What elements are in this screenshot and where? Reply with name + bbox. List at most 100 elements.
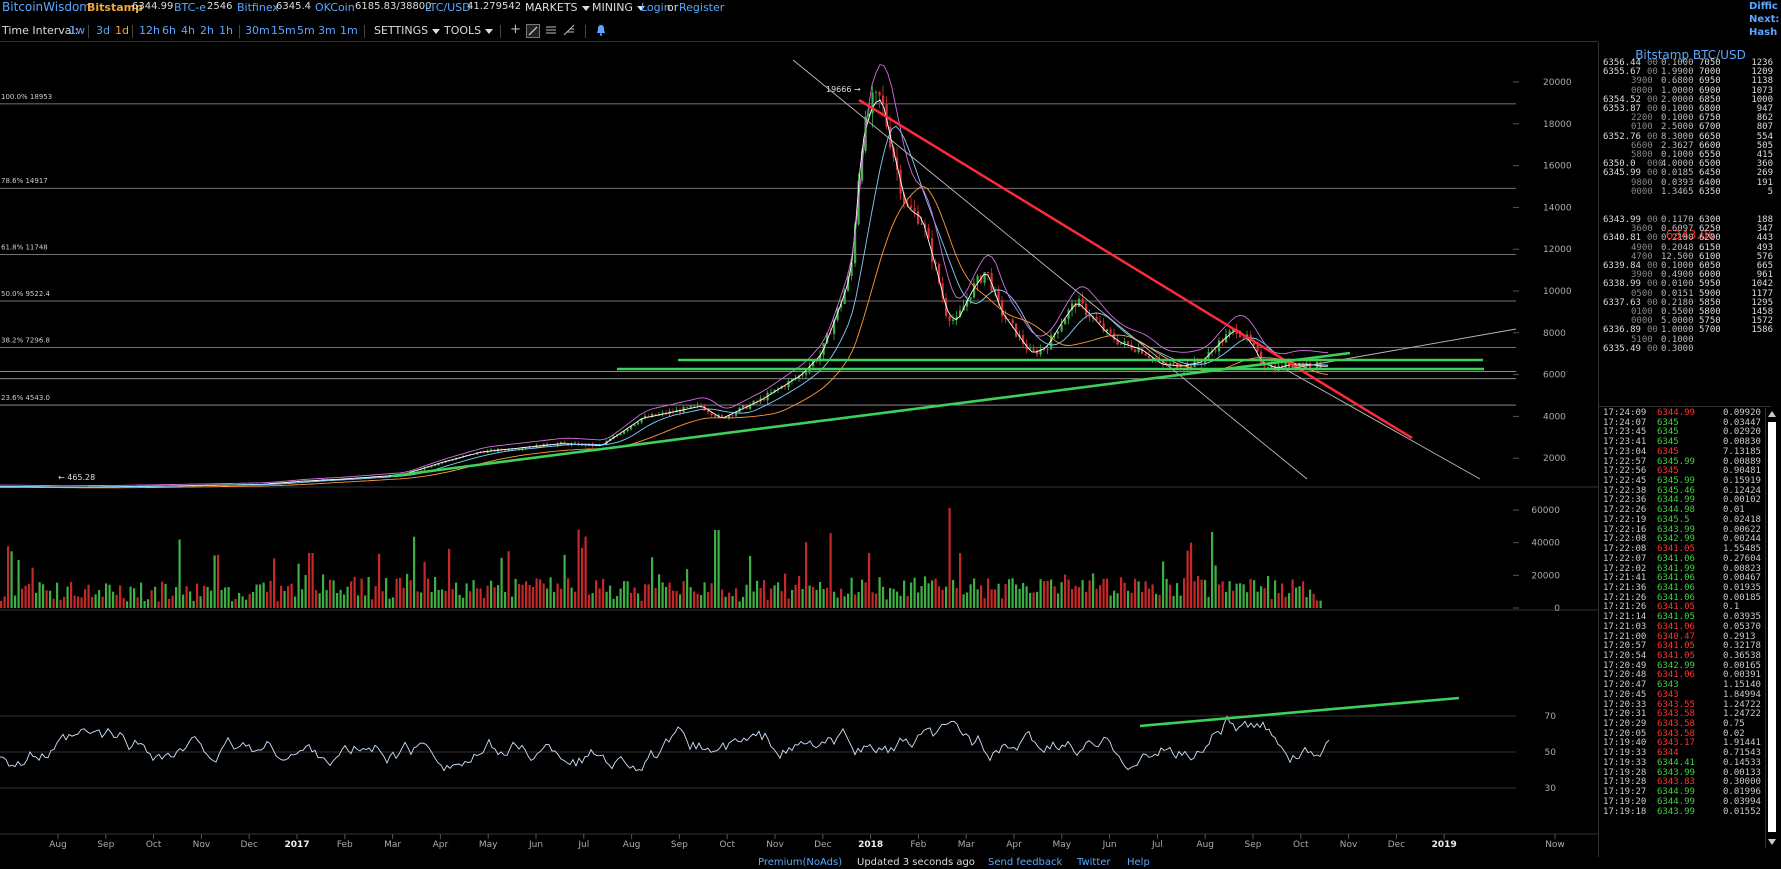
trade-row[interactable]: 17:23:04 6345 7.13185 bbox=[1603, 447, 1771, 457]
bid-row[interactable]: 3900 0.4900 6000 961 bbox=[1603, 270, 1773, 280]
trade-row[interactable]: 17:21:26 6341.06 0.00185 bbox=[1603, 593, 1771, 603]
bid-row[interactable]: 6339.84 00 0.1000 6050 665 bbox=[1603, 261, 1773, 271]
scroll-up-icon[interactable] bbox=[1768, 411, 1776, 417]
bid-row[interactable]: 6340.81 00 0.2180 6200 443 bbox=[1603, 233, 1773, 243]
difficulty-label[interactable]: Diffic bbox=[1749, 1, 1778, 12]
interval-3d[interactable]: 3d bbox=[96, 24, 110, 37]
trade-row[interactable]: 17:22:08 6342.99 0.00244 bbox=[1603, 534, 1771, 544]
ask-row[interactable]: 6356.44 00 0.1000 7050 1236 bbox=[1603, 58, 1773, 68]
next-label[interactable]: Next: bbox=[1749, 14, 1780, 25]
crosshair-icon[interactable]: + bbox=[510, 22, 521, 37]
horizontal-lines-icon[interactable] bbox=[545, 24, 557, 39]
bid-row[interactable]: 5100 0.1000 bbox=[1603, 335, 1773, 345]
trade-row[interactable]: 17:23:45 6345 0.02920 bbox=[1603, 427, 1771, 437]
trade-row[interactable]: 17:20:05 6343.58 0.02 bbox=[1603, 729, 1771, 739]
mining-menu[interactable]: MINING bbox=[592, 1, 645, 14]
trade-row[interactable]: 17:19:28 6343.99 0.00133 bbox=[1603, 768, 1771, 778]
trade-row[interactable]: 17:22:19 6345.5 0.02418 bbox=[1603, 515, 1771, 525]
trade-row[interactable]: 17:20:31 6343.58 1.24722 bbox=[1603, 709, 1771, 719]
trade-row[interactable]: 17:22:38 6345.46 0.12424 bbox=[1603, 486, 1771, 496]
ask-row[interactable]: 6355.67 00 1.9900 7000 1209 bbox=[1603, 67, 1773, 77]
bid-row[interactable]: 3600 0.6097 6250 347 bbox=[1603, 224, 1773, 234]
fib-tool-icon[interactable] bbox=[563, 24, 575, 39]
interval-5m[interactable]: 5m bbox=[297, 24, 315, 37]
trade-row[interactable]: 17:20:33 6343.55 1.24722 bbox=[1603, 700, 1771, 710]
tools-menu[interactable]: TOOLS bbox=[444, 24, 493, 37]
help-link[interactable]: Help bbox=[1127, 857, 1150, 868]
interval-3m[interactable]: 3m bbox=[318, 24, 336, 37]
trade-row[interactable]: 17:22:56 6345 0.90481 bbox=[1603, 466, 1771, 476]
interval-1h[interactable]: 1h bbox=[219, 24, 233, 37]
ask-row[interactable]: 6354.52 00 2.0000 6850 1000 bbox=[1603, 95, 1773, 105]
trade-row[interactable]: 17:19:27 6344.99 0.01996 bbox=[1603, 787, 1771, 797]
trade-row[interactable]: 17:22:57 6345.99 0.00889 bbox=[1603, 457, 1771, 467]
trade-row[interactable]: 17:22:08 6341.05 1.55485 bbox=[1603, 544, 1771, 554]
trade-row[interactable]: 17:22:36 6344.99 0.00102 bbox=[1603, 495, 1771, 505]
trade-row[interactable]: 17:20:47 6343 1.15140 bbox=[1603, 680, 1771, 690]
interval-1w[interactable]: 1w bbox=[69, 24, 85, 37]
ask-row[interactable]: 0100 2.5000 6700 807 bbox=[1603, 122, 1773, 132]
interval-30m[interactable]: 30m bbox=[245, 24, 270, 37]
ask-row[interactable]: 6353.87 00 0.1000 6800 947 bbox=[1603, 104, 1773, 114]
login-link[interactable]: Login bbox=[641, 1, 671, 14]
bid-row[interactable]: 0000 5.0000 5750 1572 bbox=[1603, 316, 1773, 326]
trade-row[interactable]: 17:21:00 6340.47 0.2913 bbox=[1603, 632, 1771, 642]
trade-row[interactable]: 17:21:26 6341.05 0.1 bbox=[1603, 602, 1771, 612]
chart-area[interactable]: 100.0% 18953 78.6% 14917 61.8% 11748 50.0% … bbox=[0, 42, 1598, 857]
ask-row[interactable]: 5800 0.1000 6550 415 bbox=[1603, 150, 1773, 160]
draw-line-icon[interactable] bbox=[526, 24, 540, 38]
market-bitfinex[interactable]: Bitfinex bbox=[237, 1, 279, 14]
feedback-link[interactable]: Send feedback bbox=[988, 857, 1063, 868]
scroll-thumb[interactable] bbox=[1768, 422, 1776, 832]
trade-row[interactable]: 17:22:26 6344.98 0.01 bbox=[1603, 505, 1771, 515]
market-bitstamp[interactable]: Bitstamp bbox=[87, 1, 143, 14]
ask-row[interactable]: 6350.0 000 4.0000 6500 360 bbox=[1603, 159, 1773, 169]
bid-row[interactable]: 0500 0.0151 5900 1177 bbox=[1603, 289, 1773, 299]
trade-row[interactable]: 17:23:41 6345 0.00830 bbox=[1603, 437, 1771, 447]
trade-row[interactable]: 17:22:02 6341.99 0.00823 bbox=[1603, 564, 1771, 574]
ask-row[interactable]: 9800 0.0393 6400 191 bbox=[1603, 178, 1773, 188]
bid-row[interactable]: 6343.99 00 0.1170 6300 188 bbox=[1603, 215, 1773, 225]
bid-row[interactable]: 6337.63 00 0.2180 5850 1295 bbox=[1603, 298, 1773, 308]
interval-1d[interactable]: 1d bbox=[115, 24, 129, 37]
trade-row[interactable]: 17:22:07 6341.06 0.27604 bbox=[1603, 554, 1771, 564]
trade-row[interactable]: 17:22:16 6343.99 0.00622 bbox=[1603, 525, 1771, 535]
price-chart-svg[interactable]: 100.0% 18953 78.6% 14917 61.8% 11748 50.0% … bbox=[0, 42, 1598, 857]
interval-4h[interactable]: 4h bbox=[181, 24, 195, 37]
interval-15m[interactable]: 15m bbox=[271, 24, 296, 37]
interval-1m[interactable]: 1m bbox=[340, 24, 358, 37]
trade-row[interactable]: 17:20:29 6343.58 0.75 bbox=[1603, 719, 1771, 729]
trade-row[interactable]: 17:20:57 6341.05 0.32178 bbox=[1603, 641, 1771, 651]
brand-logo[interactable]: BitcoinWisdom bbox=[2, 0, 91, 14]
interval-2h[interactable]: 2h bbox=[200, 24, 214, 37]
ask-row[interactable]: 0000 1.3465 6350 5 bbox=[1603, 187, 1773, 197]
bid-row[interactable]: 6336.89 00 1.0000 5700 1586 bbox=[1603, 325, 1773, 335]
trade-row[interactable]: 17:20:48 6341.06 0.00391 bbox=[1603, 670, 1771, 680]
ask-row[interactable]: 6352.76 00 8.3000 6650 554 bbox=[1603, 132, 1773, 142]
trade-row[interactable]: 17:24:09 6344.99 0.09920 bbox=[1603, 408, 1771, 418]
trade-row[interactable]: 17:19:33 6344 0.71543 bbox=[1603, 748, 1771, 758]
bell-icon[interactable] bbox=[595, 24, 607, 39]
ask-row[interactable]: 6600 2.3627 6600 505 bbox=[1603, 141, 1773, 151]
trade-row[interactable]: 17:19:40 6343.17 1.91441 bbox=[1603, 738, 1771, 748]
trade-row[interactable]: 17:19:28 6343.83 0.30000 bbox=[1603, 777, 1771, 787]
trade-row[interactable]: 17:21:14 6341.05 0.03935 bbox=[1603, 612, 1771, 622]
bid-row[interactable]: 4900 0.2048 6150 493 bbox=[1603, 243, 1773, 253]
trade-row[interactable]: 17:24:07 6345 0.03447 bbox=[1603, 418, 1771, 428]
trade-row[interactable]: 17:21:41 6341.06 0.00467 bbox=[1603, 573, 1771, 583]
trade-row[interactable]: 17:19:20 6344.99 0.03994 bbox=[1603, 797, 1771, 807]
ask-row[interactable]: 0000 1.0000 6900 1073 bbox=[1603, 86, 1773, 96]
market-ltcusd[interactable]: LTC/USD bbox=[425, 1, 471, 14]
trade-row[interactable]: 17:19:18 6343.99 0.01552 bbox=[1603, 807, 1771, 817]
trade-row[interactable]: 17:21:36 6341.06 0.01935 bbox=[1603, 583, 1771, 593]
bid-row[interactable]: 0100 0.5500 5800 1458 bbox=[1603, 307, 1773, 317]
interval-12h[interactable]: 12h bbox=[139, 24, 160, 37]
bid-row[interactable]: 6335.49 00 0.3000 bbox=[1603, 344, 1773, 354]
trade-row[interactable]: 17:22:45 6345.99 0.15919 bbox=[1603, 476, 1771, 486]
trade-row[interactable]: 17:19:33 6344.41 0.14533 bbox=[1603, 758, 1771, 768]
ask-row[interactable]: 6345.99 00 0.0185 6450 269 bbox=[1603, 168, 1773, 178]
register-link[interactable]: Register bbox=[679, 1, 725, 14]
settings-menu[interactable]: SETTINGS bbox=[374, 24, 440, 37]
trade-row[interactable]: 17:20:54 6341.05 0.36538 bbox=[1603, 651, 1771, 661]
trades-list[interactable]: 17:24:09 6344.99 0.09920 17:24:07 6345 0.0344… bbox=[1599, 406, 1771, 857]
